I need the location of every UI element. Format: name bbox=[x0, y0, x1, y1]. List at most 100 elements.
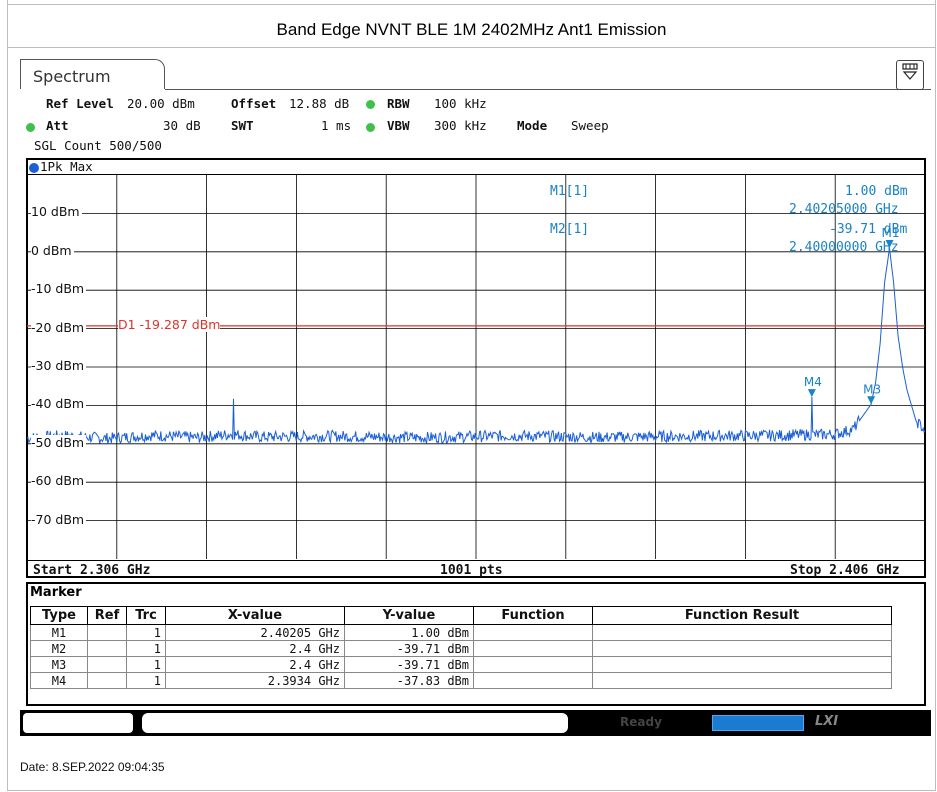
marker-flag bbox=[807, 389, 816, 398]
m2-readout-x: 2.40000000 GHz bbox=[789, 240, 899, 255]
att-value: 30 dB bbox=[163, 118, 201, 133]
display-line-label: D1 -19.287 dBm bbox=[118, 316, 221, 332]
x-points-label: 1001 pts bbox=[440, 563, 503, 578]
m2-readout-y: -39.71 dBm bbox=[829, 222, 908, 237]
marker-cell: 1 bbox=[126, 656, 166, 673]
marker-cell bbox=[87, 624, 127, 641]
y-tick-label: -70 dBm bbox=[31, 511, 87, 527]
vbw-label: VBW bbox=[387, 118, 410, 133]
settings-menu-icon[interactable] bbox=[896, 60, 924, 90]
marker-cell bbox=[592, 640, 892, 657]
trace-label: 1Pk Max bbox=[40, 159, 93, 174]
marker-cell: 2.3934 GHz bbox=[165, 672, 345, 689]
col-function-result: Function Result bbox=[592, 606, 892, 625]
marker-table-panel bbox=[26, 582, 926, 706]
att-label: Att bbox=[46, 118, 69, 133]
marker-cell bbox=[87, 672, 127, 689]
marker-cell: -39.71 dBm bbox=[344, 656, 474, 673]
marker-flag-label: M3 bbox=[863, 382, 881, 396]
sgl-count: SGL Count 500/500 bbox=[34, 138, 162, 153]
marker-table: Type Ref Trc X-value Y-value Function Fu… bbox=[30, 606, 892, 689]
window-settings-icon bbox=[902, 63, 918, 80]
col-function: Function bbox=[473, 606, 593, 625]
y-tick-label: 0 dBm bbox=[31, 242, 74, 258]
col-ref: Ref bbox=[87, 606, 127, 625]
marker-cell bbox=[473, 624, 593, 641]
col-type: Type bbox=[30, 606, 88, 625]
ref-level-label: Ref Level bbox=[46, 96, 114, 111]
y-tick-label: -50 dBm bbox=[31, 434, 87, 450]
marker-cell bbox=[592, 624, 892, 641]
col-trc: Trc bbox=[126, 606, 166, 625]
rbw-label: RBW bbox=[387, 96, 410, 111]
marker-cell: 2.4 GHz bbox=[165, 640, 345, 657]
marker-cell bbox=[592, 656, 892, 673]
marker-cell: 2.40205 GHz bbox=[165, 624, 345, 641]
marker-cell bbox=[87, 640, 127, 657]
top-border bbox=[7, 4, 936, 5]
marker-cell bbox=[473, 672, 593, 689]
marker-cell: M3 bbox=[30, 656, 88, 673]
status-field-left bbox=[23, 713, 133, 733]
marker-row: M4 1 2.3934 GHz -37.83 dBm bbox=[30, 672, 892, 689]
marker-cell bbox=[473, 640, 593, 657]
marker-table-title: Marker bbox=[30, 585, 82, 600]
y-tick-label: -30 dBm bbox=[31, 358, 87, 373]
swt-value: 1 ms bbox=[321, 118, 352, 133]
y-tick-label: -40 dBm bbox=[31, 396, 87, 412]
y-tick-label: 10 dBm bbox=[31, 204, 82, 220]
progress-bar bbox=[712, 715, 804, 731]
window-title: Band Edge NVNT BLE 1M 2402MHz Ant1 Emiss… bbox=[7, 12, 936, 48]
ready-indicator: Ready bbox=[620, 715, 662, 729]
lxi-logo-icon: LXI bbox=[815, 714, 839, 729]
trace-line bbox=[27, 247, 925, 445]
m1-readout-y: 1.00 dBm bbox=[845, 184, 908, 199]
plot-footer bbox=[26, 560, 926, 580]
marker-flag bbox=[885, 239, 894, 248]
marker-row: M2 1 2.4 GHz -39.71 dBm bbox=[30, 640, 892, 657]
marker-cell: 1 bbox=[126, 640, 166, 657]
spectrum-plot[interactable] bbox=[26, 158, 926, 578]
tab-spectrum[interactable]: Spectrum bbox=[20, 59, 165, 89]
marker-flag-label: M4 bbox=[804, 375, 822, 389]
y-tick-label: -60 dBm bbox=[31, 473, 87, 489]
status-bar: Ready LXI bbox=[20, 710, 931, 736]
window-frame bbox=[7, 0, 936, 791]
vbw-coupled-indicator bbox=[366, 123, 375, 132]
marker-cell: M4 bbox=[30, 672, 88, 689]
marker-cell: -39.71 dBm bbox=[344, 640, 474, 657]
x-start-label: Start 2.306 GHz bbox=[33, 563, 151, 578]
spectrum-graph: M1 M3 M4 bbox=[27, 175, 925, 559]
marker-cell bbox=[87, 656, 127, 673]
vbw-value: 300 kHz bbox=[434, 118, 487, 133]
plot-header-divider bbox=[26, 174, 926, 175]
marker-row: M1 1 2.40205 GHz 1.00 dBm bbox=[30, 624, 892, 641]
marker-cell: -37.83 dBm bbox=[344, 672, 474, 689]
col-x-value: X-value bbox=[165, 606, 345, 625]
trace-indicator-icon bbox=[29, 163, 39, 173]
marker-cell: M1 bbox=[30, 624, 88, 641]
marker-cell: 1 bbox=[126, 672, 166, 689]
col-y-value: Y-value bbox=[344, 606, 474, 625]
marker-cell: 1.00 dBm bbox=[344, 624, 474, 641]
m2-readout-label: M2[1] bbox=[550, 222, 590, 237]
offset-label: Offset bbox=[231, 96, 277, 111]
x-stop-label: Stop 2.406 GHz bbox=[790, 563, 900, 578]
marker-row: M3 1 2.4 GHz -39.71 dBm bbox=[30, 656, 892, 673]
y-tick-label: -10 dBm bbox=[31, 281, 87, 297]
tab-underline bbox=[165, 89, 931, 90]
m1-readout-label: M1[1] bbox=[550, 184, 590, 199]
marker-flag-label: M1 bbox=[882, 226, 900, 240]
marker-flag bbox=[867, 396, 876, 405]
marker-cell: 1 bbox=[126, 624, 166, 641]
y-tick-label: -20 dBm bbox=[31, 319, 87, 335]
rbw-coupled-indicator bbox=[366, 100, 375, 109]
swt-label: SWT bbox=[231, 118, 254, 133]
marker-cell: M2 bbox=[30, 640, 88, 657]
mode-label: Mode bbox=[517, 118, 548, 133]
marker-cell bbox=[473, 656, 593, 673]
att-coupled-indicator bbox=[26, 123, 35, 132]
rbw-value: 100 kHz bbox=[434, 96, 487, 111]
status-message-field bbox=[142, 713, 568, 733]
mode-value: Sweep bbox=[571, 118, 609, 133]
